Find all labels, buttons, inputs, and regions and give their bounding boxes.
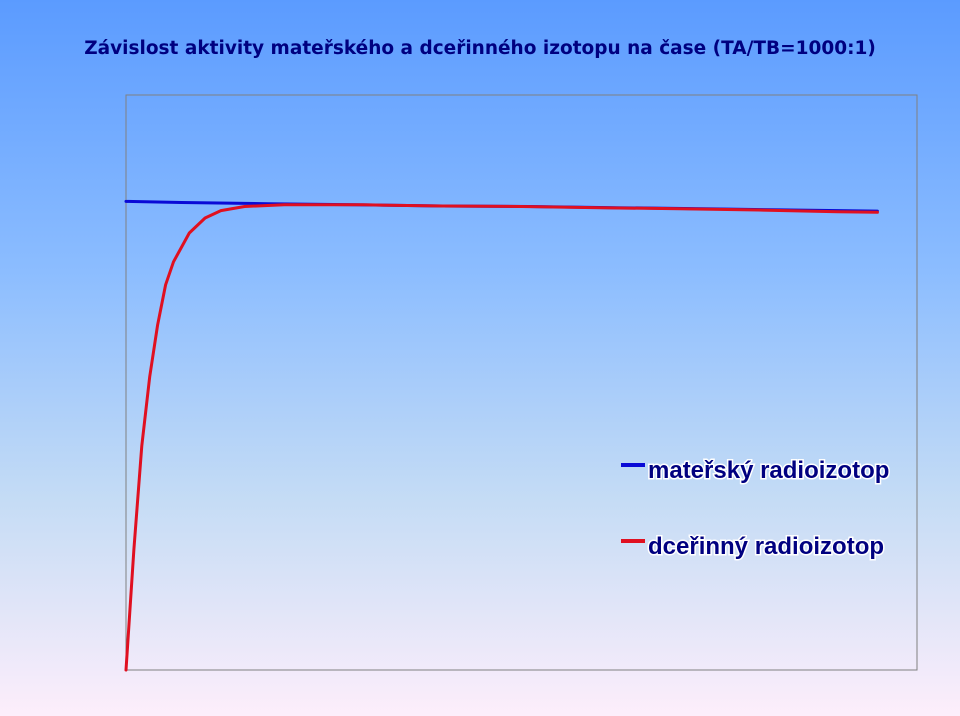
legend-label-materska: mateřský radioizotop <box>648 457 889 484</box>
series-line-dcerinna <box>124 203 879 672</box>
series-layer <box>124 199 879 672</box>
legend-label-dcerinna: dceřinný radioizotop <box>648 533 884 560</box>
plot-area-frame <box>125 94 918 671</box>
legend: mateřský radioizotop dceřinný radioizoto… <box>621 456 891 562</box>
chart-title: Závislost aktivity mateřského a dceřinné… <box>84 38 876 59</box>
